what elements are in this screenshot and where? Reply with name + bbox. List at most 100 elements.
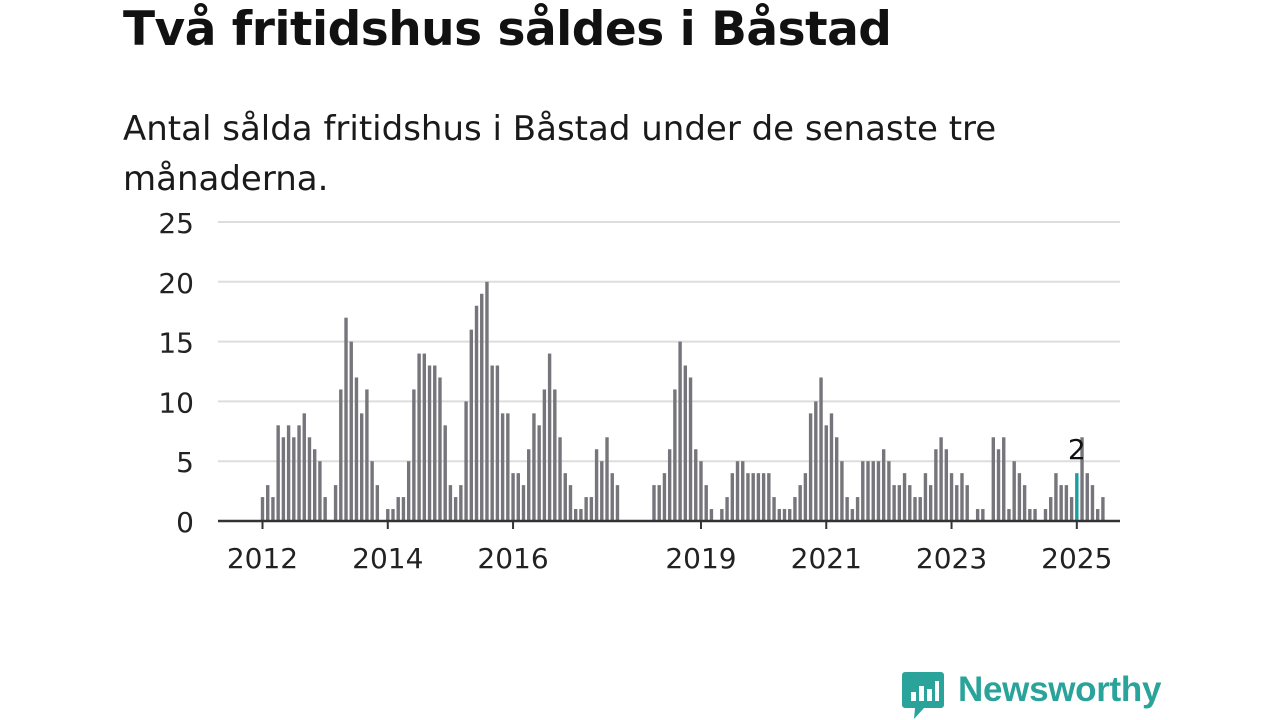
grid-lines — [218, 221, 1120, 463]
bar — [688, 377, 693, 521]
bar — [798, 485, 802, 521]
bar — [386, 509, 390, 521]
bar — [902, 473, 907, 521]
bar — [1054, 473, 1058, 521]
bar — [761, 473, 766, 521]
bar — [271, 497, 275, 521]
x-tick-label: 2012 — [227, 542, 298, 575]
y-tick-label: 5 — [176, 446, 194, 479]
bar — [845, 497, 849, 521]
bar — [897, 485, 902, 521]
y-axis-labels: 0 5 10 15 20 25 — [158, 207, 194, 539]
chart-title: Två fritidshus såldes i Båstad — [123, 2, 892, 57]
bar — [547, 353, 552, 521]
bar — [814, 401, 818, 521]
bar — [469, 329, 473, 521]
bar — [1022, 485, 1027, 521]
bar — [751, 473, 755, 521]
bar — [370, 461, 374, 521]
bar — [485, 281, 489, 521]
bar — [318, 461, 322, 521]
bar — [808, 413, 813, 521]
bar — [928, 485, 933, 521]
bar — [835, 437, 839, 521]
bar — [803, 473, 808, 521]
bar — [767, 473, 771, 521]
bar — [375, 485, 380, 521]
bar — [474, 305, 479, 521]
bar — [553, 389, 557, 521]
bar — [819, 377, 823, 521]
bar — [516, 473, 520, 521]
bar — [1080, 437, 1084, 521]
bar — [532, 413, 536, 521]
bar — [495, 365, 500, 521]
bar — [433, 365, 437, 521]
newsworthy-logo-text: Newsworthy — [958, 670, 1162, 709]
bar — [1101, 497, 1105, 521]
bar — [887, 461, 891, 521]
bar — [829, 413, 834, 521]
bar — [934, 449, 938, 521]
bar — [725, 497, 729, 521]
bar — [955, 485, 959, 521]
bar — [401, 497, 406, 521]
x-tick-label: 2019 — [665, 542, 736, 575]
bar — [1012, 461, 1016, 521]
bar — [333, 485, 338, 521]
bar — [892, 485, 896, 521]
y-tick-label: 15 — [158, 327, 194, 360]
bar — [396, 497, 400, 521]
bar — [412, 389, 416, 521]
bar — [459, 485, 463, 521]
bar — [981, 509, 985, 521]
bar — [667, 449, 672, 521]
bar — [344, 317, 348, 521]
bar — [965, 485, 969, 521]
bar — [610, 473, 614, 521]
bar — [500, 413, 505, 521]
bar — [302, 413, 306, 521]
bar — [453, 497, 458, 521]
bar — [359, 413, 364, 521]
bar — [855, 497, 860, 521]
bar — [443, 425, 447, 521]
bar — [1059, 485, 1063, 521]
bar — [991, 437, 995, 521]
bar — [652, 485, 656, 521]
bar — [266, 485, 270, 521]
annotations: 2 — [1068, 433, 1086, 466]
bar — [579, 509, 583, 521]
bar — [594, 449, 599, 521]
bar — [840, 461, 844, 521]
bar — [720, 509, 724, 521]
bar — [490, 365, 494, 521]
bar — [313, 449, 317, 521]
bar — [422, 353, 427, 521]
bar — [605, 437, 609, 521]
bar — [960, 473, 964, 521]
bar — [427, 365, 432, 521]
bar — [1064, 485, 1069, 521]
bar — [876, 461, 881, 521]
bar — [678, 341, 682, 521]
bar — [704, 485, 708, 521]
bar — [824, 425, 828, 521]
bar — [741, 461, 745, 521]
bar — [349, 341, 353, 521]
bar — [996, 449, 1001, 521]
x-tick-label: 2016 — [477, 542, 548, 575]
bar — [1043, 509, 1048, 521]
bar — [673, 389, 677, 521]
bar — [558, 437, 562, 521]
bar — [772, 497, 776, 521]
bar — [365, 389, 369, 521]
bar — [756, 473, 761, 521]
bar-highlight — [1075, 473, 1079, 521]
bar — [574, 509, 578, 521]
bar — [448, 485, 453, 521]
bar — [788, 509, 792, 521]
bar — [537, 425, 541, 521]
bar — [339, 389, 343, 521]
